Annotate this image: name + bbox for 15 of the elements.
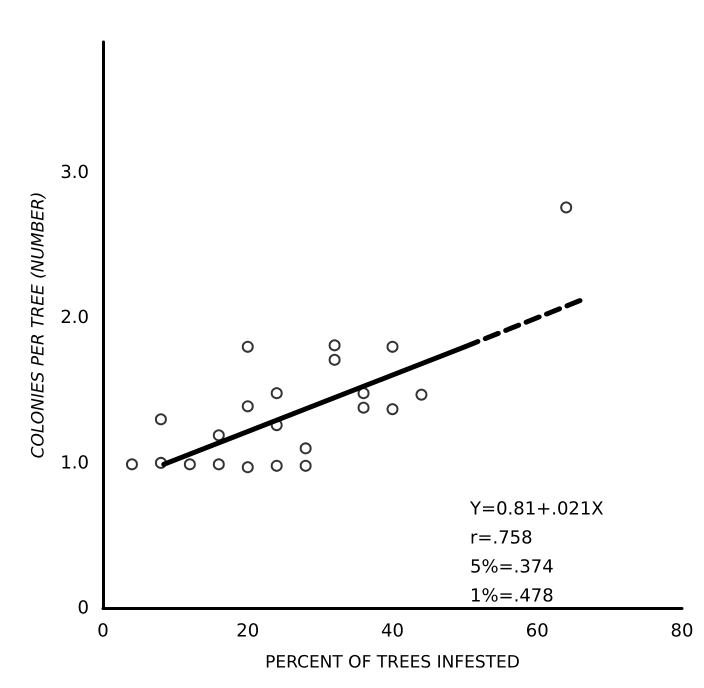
annotation: 1%=.478 [470, 586, 554, 606]
x-tick-label: 0 [97, 620, 109, 642]
x-tick-label: 60 [526, 620, 549, 642]
y-tick-label: 0 [78, 598, 89, 618]
x-axis-title: PERCENT OF TREES INFESTED [265, 652, 520, 672]
x-tick-label: 20 [236, 620, 260, 642]
annotation: 5%=.374 [470, 556, 554, 578]
x-tick-label: 40 [381, 620, 404, 642]
annotation: r=.758 [470, 528, 533, 548]
x-tick-label: 80 [670, 620, 694, 642]
y-tick-label: 2.0 [60, 307, 89, 328]
y-axis-title: COLONIES PER TREE (NUMBER) [28, 192, 48, 458]
annotation: Y=0.81+.021X [468, 498, 604, 520]
y-tick-label: 3.0 [60, 162, 89, 184]
y-tick-label: 1.0 [60, 452, 89, 474]
